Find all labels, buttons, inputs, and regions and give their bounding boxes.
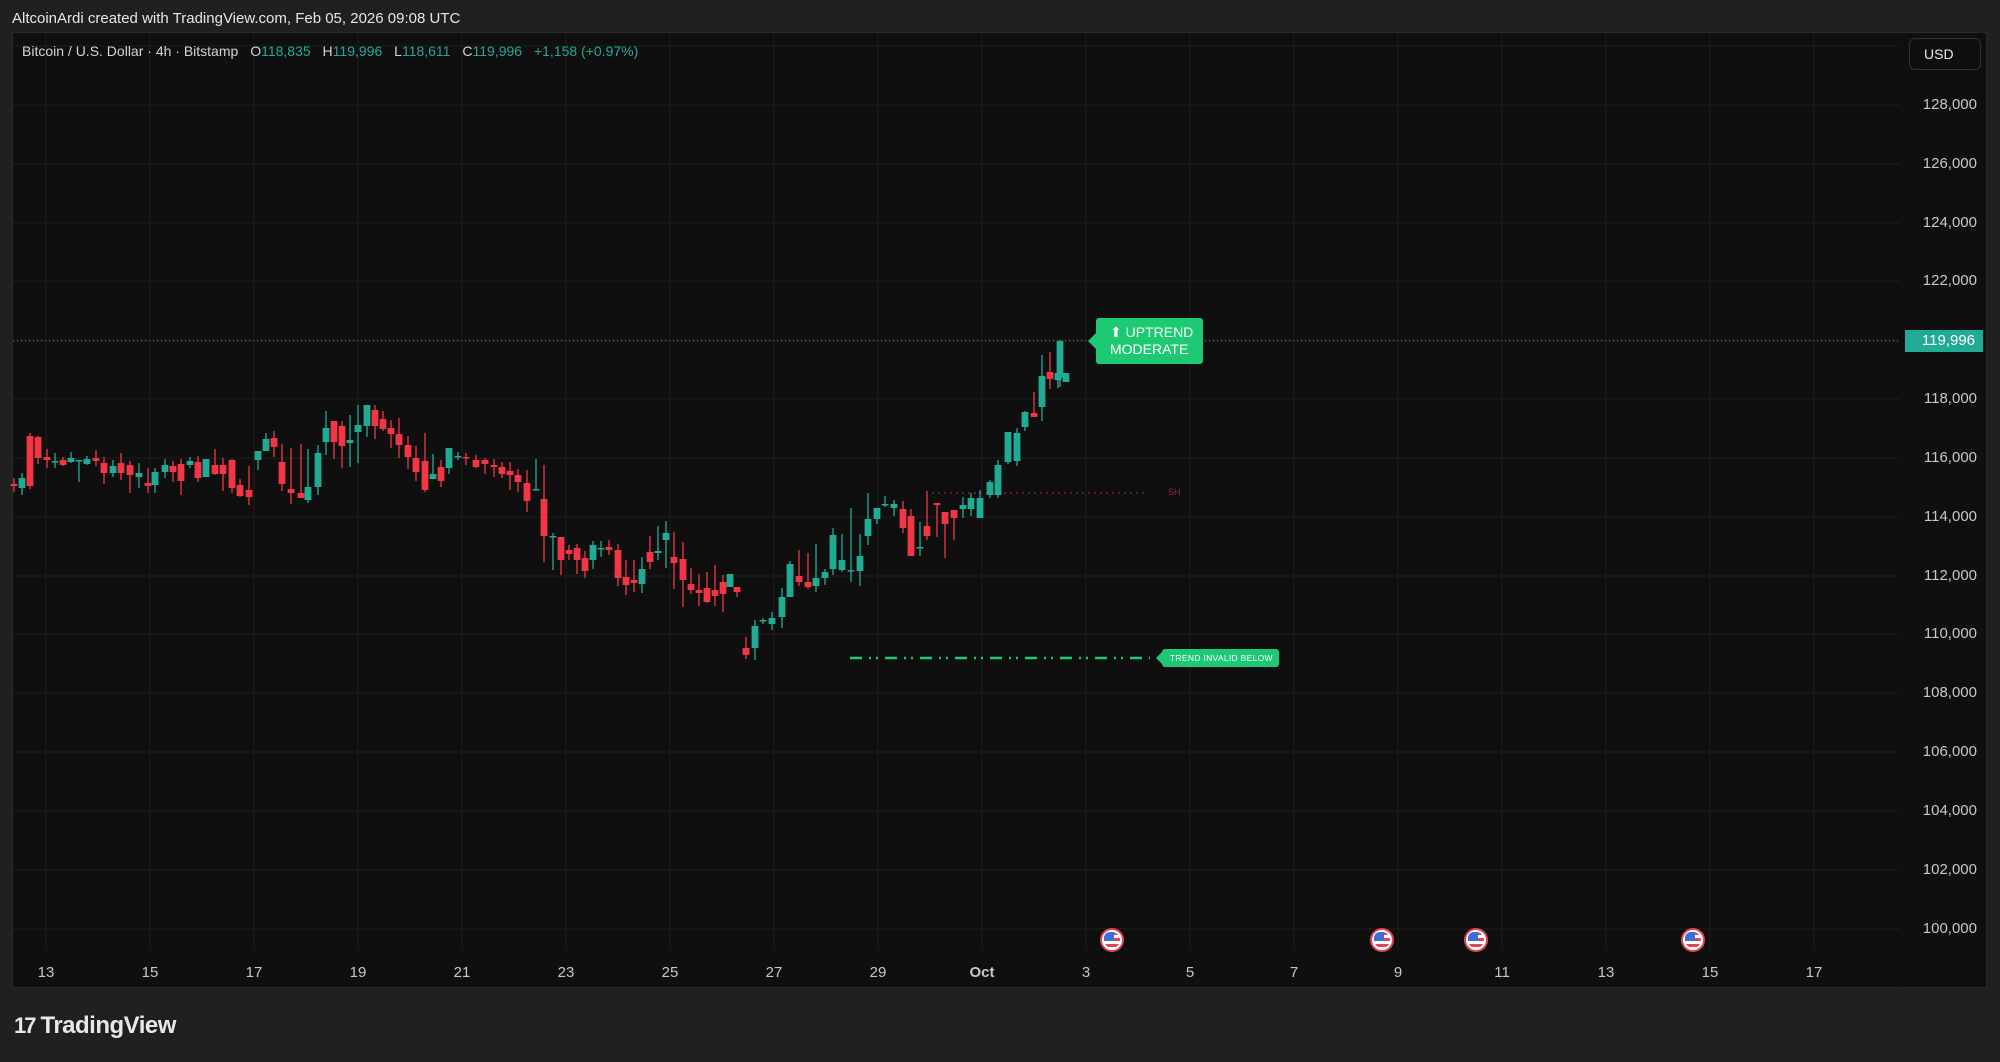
price-axis-label: 100,000	[1922, 920, 1977, 937]
price-axis-label: 108,000	[1922, 684, 1977, 701]
uptrend-label-line2: MODERATE	[1110, 341, 1189, 357]
high-label: H	[322, 43, 333, 59]
time-axis-label: 29	[869, 964, 887, 981]
us-flag-event-icon[interactable]	[1681, 928, 1705, 952]
time-axis-label: 7	[1289, 964, 1299, 981]
price-axis-label: 104,000	[1922, 802, 1977, 819]
low-value: 118,611	[401, 43, 451, 59]
price-axis-label: 112,000	[1923, 567, 1977, 584]
time-axis-label: Oct	[969, 964, 995, 981]
time-axis-label: 21	[453, 964, 471, 981]
price-axis-label: 122,000	[1922, 272, 1977, 289]
time-axis-label: 25	[661, 964, 679, 981]
time-axis-label: 27	[765, 964, 783, 981]
time-axis-label: 17	[1805, 964, 1823, 981]
time-axis-label: 17	[245, 964, 263, 981]
us-flag-event-icon[interactable]	[1370, 928, 1394, 952]
close-value: 119,996	[472, 43, 523, 59]
close-label: C	[462, 43, 473, 59]
time-axis-label: 15	[1701, 964, 1719, 981]
price-axis-label: 102,000	[1922, 861, 1977, 878]
last-price-tag: 119,996	[1905, 330, 1983, 352]
time-axis-label: 13	[1597, 964, 1615, 981]
chart-pane[interactable]	[12, 32, 1987, 988]
price-axis-label: 124,000	[1922, 214, 1977, 231]
time-axis-label: 5	[1185, 964, 1195, 981]
us-flag-event-icon[interactable]	[1100, 928, 1124, 952]
open-label: O	[250, 43, 262, 59]
price-axis-label: 110,000	[1923, 625, 1977, 642]
time-axis-label: 9	[1393, 964, 1403, 981]
low-label: L	[394, 43, 402, 59]
tradingview-wordmark: TradingView	[40, 1012, 176, 1039]
swing-high-label: SH	[1168, 487, 1181, 497]
symbol-title[interactable]: Bitcoin / U.S. Dollar · 4h · Bitstamp	[22, 43, 239, 59]
price-axis-label: 106,000	[1922, 743, 1977, 760]
price-axis-label: 126,000	[1922, 155, 1977, 172]
price-axis-label: 128,000	[1922, 96, 1977, 113]
symbol-legend: Bitcoin / U.S. Dollar · 4h · Bitstamp O1…	[22, 43, 638, 59]
currency-button[interactable]: USD	[1909, 38, 1981, 70]
time-axis-label: 23	[557, 964, 575, 981]
open-value: 118,835	[261, 43, 311, 59]
price-axis-label: 116,000	[1923, 449, 1977, 466]
price-axis-label: 114,000	[1923, 508, 1977, 525]
uptrend-label: ⬆ UPTREND MODERATE	[1088, 318, 1203, 364]
tradingview-brand[interactable]: 17 TradingView	[14, 1012, 176, 1040]
time-axis-label: 11	[1494, 964, 1510, 981]
uptrend-label-line1: ⬆ UPTREND	[1110, 324, 1194, 340]
price-axis-label: 118,000	[1923, 390, 1977, 407]
time-axis-label: 15	[141, 964, 159, 981]
chart-credit: AltcoinArdi created with TradingView.com…	[12, 10, 461, 27]
time-axis-label: 19	[349, 964, 367, 981]
trend-invalid-label: TREND INVALID BELOW	[1156, 649, 1279, 667]
us-flag-event-icon[interactable]	[1464, 928, 1488, 952]
time-axis-label: 13	[37, 964, 55, 981]
high-value: 119,996	[332, 43, 383, 59]
tradingview-logo-icon: 17	[14, 1013, 37, 1038]
change-value: +1,158 (+0.97%)	[533, 43, 639, 59]
time-axis-label: 3	[1081, 964, 1091, 981]
